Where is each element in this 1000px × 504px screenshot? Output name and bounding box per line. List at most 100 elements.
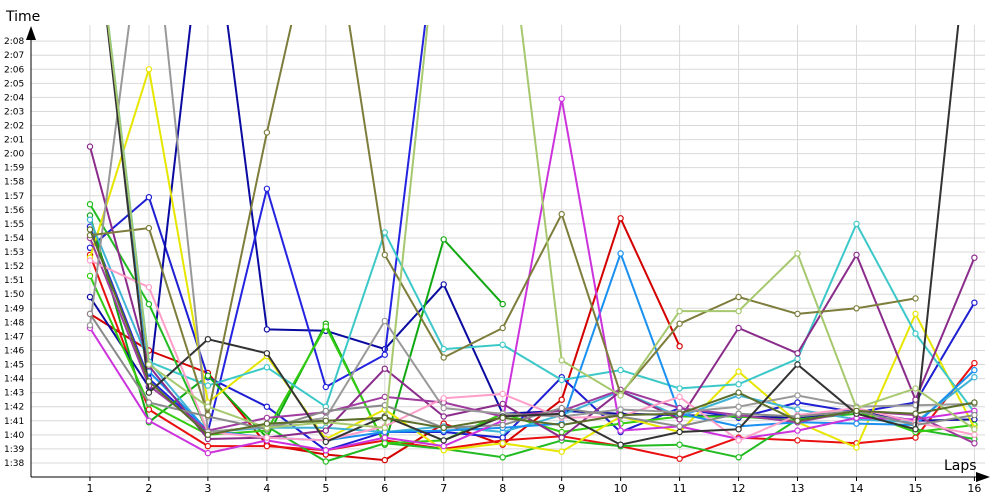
data-point — [558, 421, 565, 429]
data-point — [912, 396, 919, 403]
axes: Time Laps — [5, 9, 990, 482]
x-axis-arrow — [976, 472, 990, 482]
data-point — [86, 272, 94, 280]
data-point — [263, 420, 271, 427]
data-point — [322, 438, 329, 446]
data-point — [381, 456, 388, 464]
data-point — [971, 440, 978, 447]
x-tick-label: 10 — [614, 482, 628, 495]
data-point — [440, 413, 447, 420]
data-point — [263, 350, 271, 357]
series-4 — [86, 25, 978, 424]
data-point — [322, 407, 329, 415]
data-point — [322, 417, 329, 424]
x-tick-label: 14 — [849, 482, 863, 495]
y-axis-label: Time — [5, 9, 40, 25]
data-point — [145, 224, 153, 232]
x-axis-label: Laps — [944, 458, 977, 474]
y-tick-label: 1:47 — [4, 332, 24, 342]
data-point — [735, 293, 742, 301]
x-tick-label: 4 — [263, 482, 270, 495]
y-tick-label: 1:56 — [4, 206, 24, 216]
data-point — [971, 366, 978, 374]
x-tick-label: 13 — [791, 482, 805, 495]
series-line — [89, 259, 975, 442]
x-tick-label: 16 — [967, 482, 981, 495]
series-line — [107, 25, 975, 431]
data-point — [204, 442, 212, 450]
data-point — [853, 420, 860, 427]
x-tick-label: 2 — [145, 482, 152, 495]
data-point — [145, 361, 153, 368]
data-point — [971, 359, 978, 367]
data-point — [794, 361, 801, 368]
data-point — [440, 236, 447, 243]
data-point — [499, 390, 506, 398]
data-point — [145, 417, 153, 424]
x-tick-label: 1 — [86, 482, 93, 495]
data-point — [204, 382, 212, 389]
data-point — [381, 365, 388, 372]
data-point — [263, 434, 271, 441]
data-point — [499, 414, 506, 422]
data-point — [558, 448, 565, 455]
data-point — [853, 220, 860, 228]
data-point — [558, 434, 565, 441]
data-point — [676, 416, 683, 423]
y-tick-label: 2:00 — [4, 150, 24, 160]
y-tick-label: 1:50 — [4, 290, 24, 300]
data-point — [617, 215, 624, 222]
data-point — [204, 449, 212, 457]
data-point — [322, 458, 329, 465]
data-point — [381, 424, 388, 431]
data-point — [617, 411, 624, 419]
y-tick-label: 1:41 — [4, 417, 24, 427]
data-point — [145, 284, 153, 291]
data-point — [440, 281, 447, 288]
data-point — [322, 427, 329, 434]
data-point — [617, 406, 624, 413]
y-tick-label: 2:06 — [4, 65, 24, 75]
data-point — [735, 389, 742, 396]
x-tick-label: 8 — [499, 482, 506, 495]
data-point — [86, 322, 94, 329]
data-point — [558, 410, 565, 417]
data-point — [204, 403, 212, 410]
y-tick-label: 1:51 — [4, 276, 24, 286]
data-point — [558, 95, 565, 103]
data-point — [322, 383, 329, 391]
data-point — [499, 324, 506, 332]
data-point — [86, 216, 94, 223]
data-point — [912, 330, 919, 337]
y-tick-label: 2:02 — [4, 122, 24, 132]
data-point — [853, 305, 860, 312]
data-point — [263, 129, 271, 136]
data-point — [676, 343, 683, 350]
y-tick-label: 1:57 — [4, 192, 24, 202]
data-point — [676, 423, 683, 430]
data-point — [912, 385, 919, 392]
data-point — [676, 393, 683, 401]
data-point — [676, 385, 683, 392]
x-tick-label: 7 — [440, 482, 447, 495]
data-point — [853, 251, 860, 259]
x-tick-label: 11 — [673, 482, 687, 495]
data-point — [558, 396, 565, 403]
y-tick-label: 1:58 — [4, 178, 24, 188]
x-tick-label: 3 — [204, 482, 211, 495]
data-point — [617, 366, 624, 374]
data-point — [145, 66, 153, 73]
data-point — [971, 374, 978, 381]
data-point — [499, 440, 506, 447]
series-line — [89, 215, 504, 446]
y-tick-label: 1:53 — [4, 248, 24, 258]
data-point — [676, 455, 683, 462]
y-tick-label: 1:52 — [4, 262, 24, 272]
data-point — [912, 434, 919, 441]
data-point — [794, 437, 801, 444]
y-tick-label: 1:46 — [4, 346, 24, 356]
series-14 — [86, 143, 978, 443]
data-point — [617, 392, 624, 399]
